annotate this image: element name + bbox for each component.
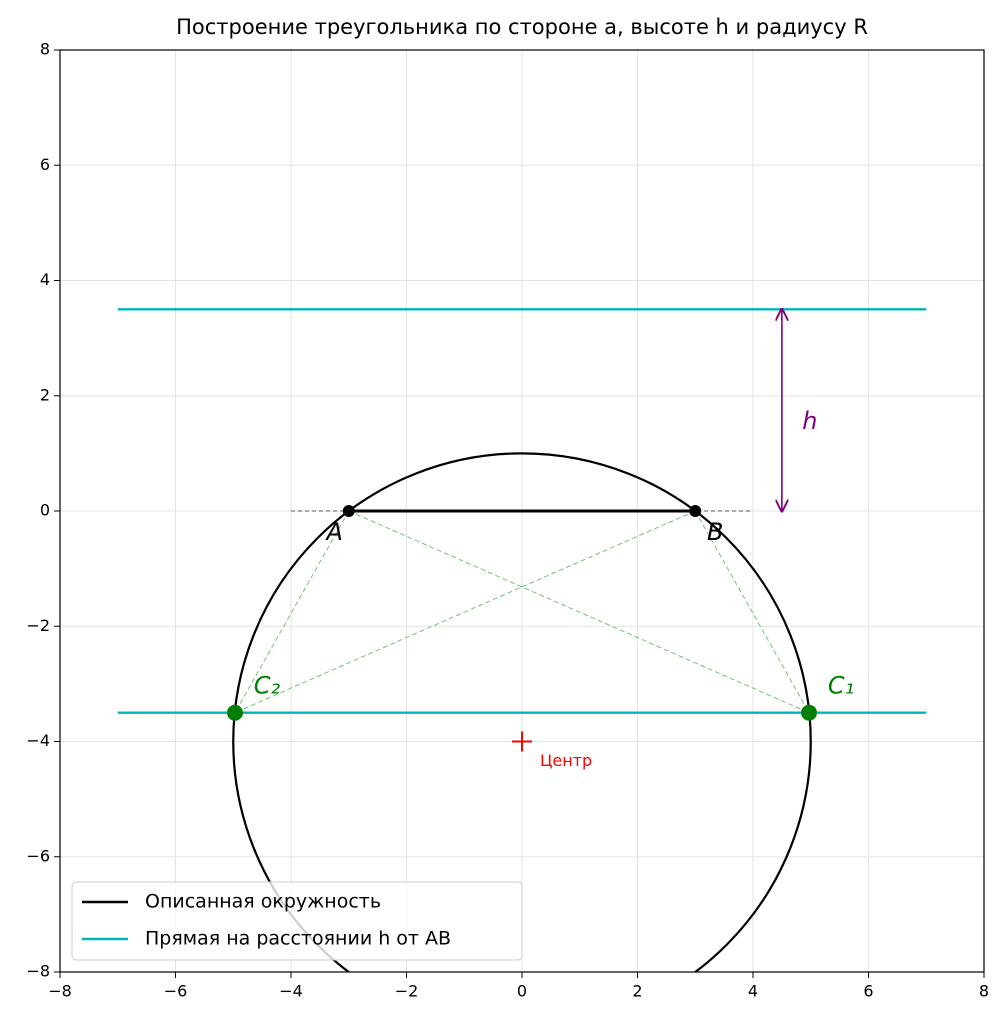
x-tick-label: −8: [48, 982, 72, 1001]
y-tick-label: 4: [40, 270, 50, 289]
triangle-side: [694, 510, 810, 713]
y-tick-label: 0: [40, 501, 50, 520]
y-tick-label: 6: [40, 155, 50, 174]
legend-label: Прямая на расстоянии h от AB: [145, 928, 451, 950]
triangle-side: [348, 510, 810, 714]
center-mark: [512, 731, 532, 752]
plot-area: [117, 308, 927, 972]
legend-box: [71, 881, 523, 961]
triangle-side: [234, 510, 696, 714]
x-tick-label: 8: [979, 982, 989, 1001]
h-label: h: [802, 407, 817, 435]
point: [689, 505, 702, 517]
y-tick-label: −8: [26, 962, 50, 981]
legend-label: Описанная окружность: [145, 891, 381, 913]
x-tick-label: 6: [863, 982, 873, 1001]
x-tick-label: 2: [632, 982, 642, 1001]
x-tick-label: −4: [279, 982, 303, 1001]
triangle-side: [234, 510, 350, 713]
point-label: C₁: [828, 672, 854, 700]
x-tick-label: −2: [395, 982, 419, 1001]
point: [342, 505, 355, 517]
plot-frame: [59, 49, 985, 973]
center-label: Центр: [540, 751, 592, 770]
point-label: C₂: [254, 672, 281, 700]
y-tick-label: 8: [40, 40, 50, 59]
chart-title: Построение треугольника по стороне a, вы…: [176, 15, 868, 39]
y-tick-label: −6: [26, 846, 50, 865]
x-tick-label: −6: [164, 982, 188, 1001]
point-label: B: [707, 518, 723, 546]
y-tick-label: −2: [26, 616, 50, 635]
y-tick-label: 2: [40, 385, 50, 404]
point-label: A: [325, 518, 343, 546]
point: [226, 704, 243, 721]
x-tick-label: 0: [517, 982, 527, 1001]
x-tick-label: 4: [748, 982, 758, 1001]
circumcircle: [232, 452, 812, 972]
y-tick-label: −4: [26, 731, 50, 750]
point: [801, 704, 818, 721]
